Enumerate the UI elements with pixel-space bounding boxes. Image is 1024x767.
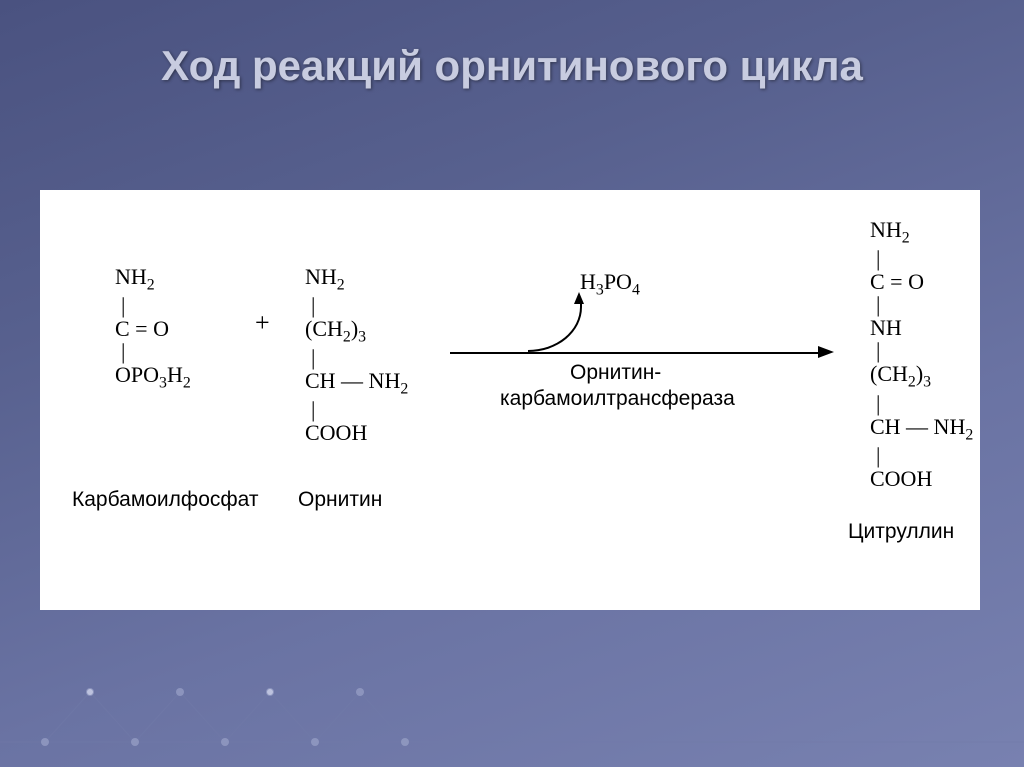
chem-line: (CH2)3 — [305, 317, 408, 346]
slide-title: Ход реакций орнитинового цикла — [0, 42, 1024, 90]
chem-line: NH2 — [870, 218, 973, 247]
chem-line: COOH — [870, 467, 973, 490]
chem-line: NH — [870, 316, 973, 339]
plus-sign: + — [255, 308, 270, 338]
chem-line: | — [870, 444, 973, 467]
chem-line: NH2 — [115, 265, 191, 294]
slide: Ход реакций орнитинового цикла NH2 | C =… — [0, 0, 1024, 767]
chem-line: | — [115, 294, 191, 317]
footer-hex-pattern — [0, 652, 1024, 767]
reaction-arrow-head — [818, 346, 834, 358]
chem-line: COOH — [305, 421, 408, 444]
chem-line: CH — NH2 — [305, 369, 408, 398]
reactant-1: NH2 | C = O | OPO3H2 — [115, 265, 191, 392]
chem-line: | — [870, 392, 973, 415]
chem-line: | — [305, 294, 408, 317]
chem-line: CH — NH2 — [870, 415, 973, 444]
curve-line — [528, 300, 582, 352]
enzyme-line-2: карбамоилтрансфераза — [500, 388, 735, 410]
chem-line: | — [305, 398, 408, 421]
product: NH2 | C = O | NH | (CH2)3 | CH — NH2 | C… — [870, 218, 973, 490]
chem-line: OPO3H2 — [115, 363, 191, 392]
reactant-1-label: Карбамоилфосфат — [72, 488, 259, 512]
chem-line: (CH2)3 — [870, 362, 973, 391]
byproduct: H3PO4 — [580, 270, 640, 299]
chem-line: | — [870, 293, 973, 316]
reaction-panel: NH2 | C = O | OPO3H2 + NH2 | (CH2)3 | CH… — [40, 190, 980, 610]
chem-line: C = O — [115, 317, 191, 340]
chem-line: | — [870, 247, 973, 270]
chem-line: | — [870, 339, 973, 362]
reactant-2: NH2 | (CH2)3 | CH — NH2 | COOH — [305, 265, 408, 444]
enzyme-line-1: Орнитин- — [570, 362, 661, 384]
reactant-2-label: Орнитин — [298, 488, 382, 512]
reaction-arrow — [450, 352, 820, 354]
chem-line: | — [115, 340, 191, 363]
chem-line: C = O — [870, 270, 973, 293]
chem-line: | — [305, 346, 408, 369]
chem-line: NH2 — [305, 265, 408, 294]
product-label: Цитруллин — [848, 520, 954, 544]
